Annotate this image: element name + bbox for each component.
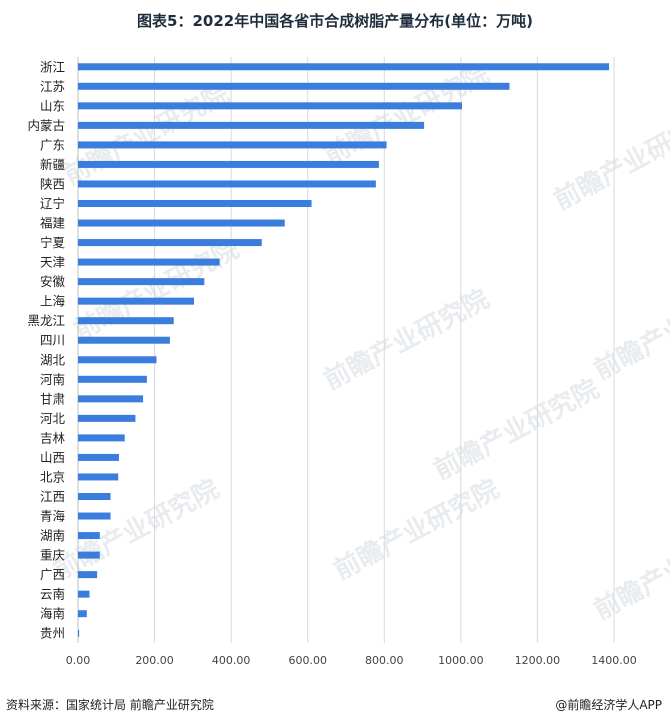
category-label: 新疆 [40,157,65,172]
chart-title: 图表5：2022年中国各省市合成树脂产量分布(单位：万吨) [137,12,533,30]
category-label: 甘肃 [40,391,65,406]
bar [78,258,220,266]
bar [78,473,119,481]
x-tick-label: 0.00 [66,654,91,667]
bar [78,551,100,559]
bar [78,297,195,305]
x-tick-label: 1200.00 [515,654,561,667]
watermark-text: 前瞻产业研究院 [319,58,494,171]
category-label: 山东 [40,98,65,113]
category-label: 黑龙江 [27,313,65,328]
category-label: 贵州 [40,626,65,641]
bar [78,532,100,540]
category-label: 重庆 [40,548,66,563]
x-tick-label: 1000.00 [438,654,484,667]
bar [78,200,312,207]
bar [78,434,125,442]
bar [78,453,119,461]
category-label: 广西 [40,567,65,582]
bar [78,180,376,188]
bar [78,219,285,227]
category-labels: 浙江江苏山东内蒙古广东新疆陕西辽宁福建宁夏天津安徽上海黑龙江四川湖北河南甘肃河北… [27,59,65,640]
category-label: 上海 [40,294,66,309]
bar [78,493,111,500]
bar [78,239,262,247]
category-label: 天津 [40,255,65,270]
category-label: 湖南 [40,528,65,543]
bar [78,278,205,286]
category-label: 吉林 [40,430,66,445]
bar [78,82,510,90]
category-label: 青海 [40,509,66,524]
bar [78,512,111,520]
bar [78,160,379,168]
watermark-text: 前瞻产业研究院 [589,273,670,386]
bar [78,317,174,325]
bar [78,336,170,344]
watermark-text: 前瞻产业研究院 [329,473,504,586]
x-tick-label: 400.00 [212,654,251,667]
watermark-text: 前瞻产业研究院 [549,103,670,216]
category-label: 陕西 [40,176,65,191]
bar [78,414,136,422]
bar [78,121,425,129]
watermark-text: 前瞻产业研究院 [429,373,604,486]
category-label: 海南 [40,606,65,621]
category-label: 云南 [40,587,65,602]
category-label: 河北 [40,411,66,426]
category-label: 江西 [40,489,65,504]
x-tick-label: 600.00 [288,654,327,667]
category-label: 江苏 [40,79,65,94]
bar [78,63,610,71]
bar [78,102,463,110]
x-tick-label: 800.00 [365,654,404,667]
bar [78,356,157,364]
category-label: 内蒙古 [27,118,65,133]
category-label: 山西 [40,450,65,465]
category-label: 安徽 [40,274,66,289]
bars [78,63,610,637]
category-label: 湖北 [40,352,66,367]
category-label: 广东 [40,137,65,152]
x-tick-label: 200.00 [135,654,174,667]
bar [78,629,80,637]
category-label: 宁夏 [40,235,66,250]
bar [78,375,147,383]
category-label: 河南 [40,372,65,387]
category-label: 福建 [40,216,66,231]
brand-note: @前瞻经济学人APP [555,698,662,712]
x-tick-label: 1400.00 [591,654,637,667]
category-label: 北京 [40,469,65,484]
bar [78,610,87,618]
source-note: 资料来源：国家统计局 前瞻产业研究院 [6,698,214,712]
grid-lines [77,57,615,643]
watermark-text: 前瞻产业研究院 [319,283,494,396]
bar [78,395,144,403]
bar [78,590,90,598]
category-label: 辽宁 [40,196,65,211]
watermark-text: 前瞻产业研究院 [589,513,670,626]
x-tick-labels: 0.00 200.00 400.00 600.00 800.00 1000.00 1200.… [66,654,637,667]
category-label: 浙江 [40,59,65,74]
bar [78,141,387,149]
bar [78,571,98,579]
watermark-text: 前瞻产业研究院 [49,473,224,586]
watermark-text: 前瞻产业研究院 [69,233,244,346]
watermark-text: 前瞻产业研究院 [59,78,234,191]
category-label: 四川 [40,333,65,348]
